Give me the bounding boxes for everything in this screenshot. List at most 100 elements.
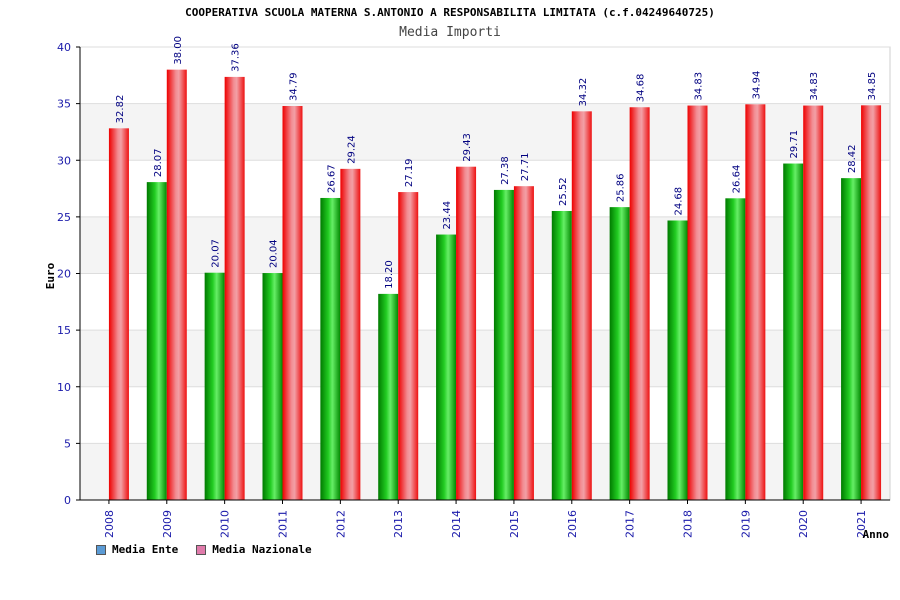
data-label: 34.79 — [289, 72, 300, 101]
legend-swatch-media-nazionale — [196, 544, 207, 555]
data-labels: 32.82 28.07 38.00 20.07 37.36 20.04 34.79 26.67… — [115, 36, 878, 289]
data-label: 25.52 — [558, 177, 569, 206]
plot-band — [80, 330, 890, 387]
bar-media-ente — [551, 210, 572, 500]
x-axis-label: Anno — [863, 528, 890, 541]
bar-media-nazionale — [571, 111, 592, 501]
data-label: 24.68 — [674, 187, 685, 216]
bar-media-nazionale — [687, 105, 708, 501]
plot-band — [80, 47, 890, 104]
bar-media-nazionale — [629, 107, 650, 501]
legend: Media Ente Media Nazionale — [96, 543, 312, 556]
data-label: 26.67 — [326, 164, 337, 193]
data-label: 26.64 — [731, 165, 742, 194]
data-label: 27.71 — [520, 153, 531, 182]
bar-media-ente — [204, 272, 225, 500]
y-tick-label: 25 — [57, 211, 71, 224]
data-label: 25.86 — [616, 173, 627, 202]
x-tick-label: 2015 — [508, 510, 521, 538]
data-label: 20.07 — [211, 239, 222, 268]
y-tick-label: 5 — [64, 437, 71, 450]
legend-swatch-media-ente — [96, 544, 106, 555]
bar-media-nazionale — [513, 186, 534, 500]
bar-media-nazionale — [224, 76, 245, 500]
data-label: 29.43 — [462, 133, 473, 162]
x-tick-label: 2010 — [219, 510, 232, 538]
bar-media-nazionale — [745, 104, 766, 500]
bar-media-ente — [609, 207, 630, 500]
plot-band — [80, 443, 890, 500]
data-label: 29.71 — [789, 130, 800, 159]
bar-media-nazionale — [282, 106, 303, 501]
bar-media-nazionale — [861, 105, 882, 500]
legend-label-media-nazionale: Media Nazionale — [212, 543, 312, 556]
data-label: 38.00 — [173, 36, 184, 65]
bar-media-ente — [320, 197, 341, 500]
legend-item-media-nazionale: Media Nazionale — [196, 543, 312, 556]
x-tick-label: 2016 — [566, 510, 579, 538]
y-tick-label: 35 — [57, 98, 71, 111]
bar-media-nazionale — [803, 105, 824, 501]
y-tick-label: 0 — [64, 494, 71, 507]
x-tick-label: 2018 — [682, 510, 695, 538]
y-tick-label: 10 — [57, 381, 71, 394]
bar-media-ente — [841, 178, 862, 500]
x-tick-label: 2008 — [103, 510, 116, 538]
bar-media-nazionale — [108, 128, 129, 500]
bar-media-ente — [667, 220, 688, 500]
bar-media-ente — [436, 234, 457, 501]
data-label: 27.19 — [404, 158, 415, 187]
bar-media-nazionale — [456, 166, 477, 500]
bar-media-ente — [493, 189, 514, 500]
bar-media-ente — [262, 273, 283, 500]
plot-band — [80, 273, 890, 331]
y-tick-label: 15 — [57, 324, 71, 337]
bar-media-ente — [146, 182, 167, 501]
bar-media-nazionale — [340, 168, 361, 500]
x-tick-label: 2013 — [392, 510, 405, 538]
x-tick-label: 2021 — [855, 510, 868, 538]
data-label: 32.82 — [115, 95, 126, 124]
bar-media-ente — [378, 293, 399, 500]
plot-band — [80, 103, 890, 161]
data-label: 37.36 — [231, 43, 242, 72]
data-label: 34.32 — [578, 78, 589, 107]
data-label: 20.04 — [269, 239, 280, 268]
data-label: 18.20 — [384, 260, 395, 289]
data-label: 23.44 — [442, 201, 453, 230]
data-label: 28.42 — [847, 145, 858, 174]
y-tick-label: 30 — [57, 154, 71, 167]
data-label: 34.68 — [636, 74, 647, 103]
bar-media-nazionale — [166, 69, 187, 501]
data-label: 28.07 — [153, 148, 164, 177]
bars — [108, 69, 882, 501]
plot-band — [80, 386, 890, 444]
data-label: 34.83 — [809, 72, 820, 101]
y-tick-label: 20 — [57, 268, 71, 281]
plot-band — [80, 160, 890, 217]
legend-label-media-ente: Media Ente — [112, 543, 179, 556]
x-tick-label: 2012 — [334, 510, 347, 538]
bar-media-ente — [783, 163, 804, 501]
data-label: 27.38 — [500, 156, 511, 185]
data-label: 34.94 — [751, 71, 762, 100]
x-tick-label: 2020 — [797, 510, 810, 538]
plot-band — [80, 216, 890, 274]
x-tick-label: 2017 — [624, 510, 637, 538]
x-tick-label: 2011 — [277, 510, 290, 538]
data-label: 34.85 — [867, 72, 878, 101]
y-axis-label: Euro — [44, 262, 57, 289]
x-tick-label: 2009 — [161, 510, 174, 538]
data-label: 29.24 — [346, 135, 357, 164]
chart-subtitle: Media Importi — [399, 25, 501, 40]
x-tick-label: 2019 — [739, 510, 752, 538]
bar-media-ente — [725, 198, 746, 500]
y-tick-label: 40 — [57, 41, 71, 54]
data-label: 34.83 — [694, 72, 705, 101]
x-tick-label: 2014 — [450, 510, 463, 538]
bar-media-nazionale — [398, 192, 419, 501]
axes: 0 5 10 15 20 25 30 35 40 2008 2009 2010 2011 2012 2013… — [57, 41, 890, 538]
legend-item-media-ente: Media Ente — [96, 543, 178, 556]
chart-title: COOPERATIVA SCUOLA MATERNA S.ANTONIO A R… — [185, 6, 715, 19]
